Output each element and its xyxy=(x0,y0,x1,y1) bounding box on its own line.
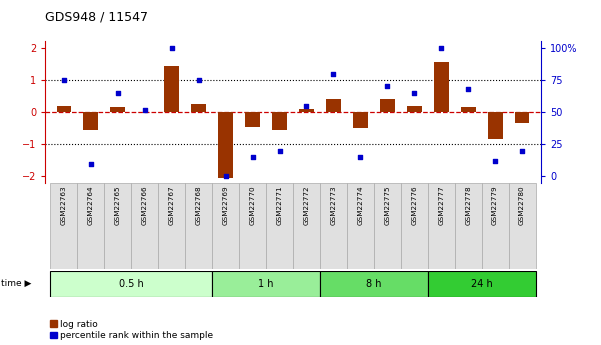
Legend: log ratio, percentile rank within the sample: log ratio, percentile rank within the sa… xyxy=(50,320,213,341)
Point xyxy=(382,83,392,89)
Text: GSM22764: GSM22764 xyxy=(88,186,94,225)
Bar xyxy=(487,112,502,139)
Bar xyxy=(50,271,212,297)
Bar xyxy=(131,183,158,269)
Point xyxy=(463,86,473,92)
Bar xyxy=(481,183,508,269)
Bar xyxy=(191,104,206,112)
Bar xyxy=(239,183,266,269)
Point xyxy=(409,90,419,96)
Bar xyxy=(185,183,212,269)
Text: GSM22778: GSM22778 xyxy=(465,186,471,225)
Point xyxy=(194,77,204,83)
Bar xyxy=(84,112,99,130)
Point xyxy=(302,103,311,108)
Bar xyxy=(105,183,131,269)
Bar xyxy=(401,183,428,269)
Bar xyxy=(212,271,320,297)
Bar xyxy=(407,106,422,112)
Point xyxy=(356,154,365,160)
Bar xyxy=(245,112,260,127)
Bar xyxy=(508,183,535,269)
Text: GSM22780: GSM22780 xyxy=(519,186,525,225)
Bar xyxy=(428,183,455,269)
Point xyxy=(517,148,527,154)
Text: GSM22767: GSM22767 xyxy=(169,186,175,225)
Bar xyxy=(347,183,374,269)
Bar xyxy=(434,62,448,112)
Text: GSM22779: GSM22779 xyxy=(492,186,498,225)
Text: GSM22769: GSM22769 xyxy=(222,186,228,225)
Bar xyxy=(50,183,78,269)
Text: GSM22772: GSM22772 xyxy=(304,186,310,225)
Point xyxy=(113,90,123,96)
Bar xyxy=(212,183,239,269)
Point xyxy=(248,154,257,160)
Bar xyxy=(111,107,125,112)
Text: GSM22775: GSM22775 xyxy=(384,186,390,225)
Point xyxy=(275,148,284,154)
Text: GSM22774: GSM22774 xyxy=(358,186,364,225)
Point xyxy=(436,45,446,51)
Bar xyxy=(380,99,395,112)
Bar xyxy=(461,107,475,112)
Text: GSM22765: GSM22765 xyxy=(115,186,121,225)
Text: GSM22773: GSM22773 xyxy=(331,186,337,225)
Text: time ▶: time ▶ xyxy=(1,279,31,288)
Bar xyxy=(78,183,105,269)
Bar xyxy=(158,183,185,269)
Point xyxy=(221,174,230,179)
Text: GSM22770: GSM22770 xyxy=(249,186,255,225)
Bar xyxy=(266,183,293,269)
Bar xyxy=(293,183,320,269)
Bar xyxy=(320,271,428,297)
Point xyxy=(59,77,69,83)
Text: GSM22771: GSM22771 xyxy=(276,186,282,225)
Text: 0.5 h: 0.5 h xyxy=(119,279,144,289)
Text: GSM22776: GSM22776 xyxy=(411,186,417,225)
Bar xyxy=(374,183,401,269)
Point xyxy=(329,71,338,76)
Point xyxy=(167,45,177,51)
Bar xyxy=(326,99,341,112)
Text: GSM22768: GSM22768 xyxy=(196,186,202,225)
Bar xyxy=(299,109,314,112)
Text: GSM22763: GSM22763 xyxy=(61,186,67,225)
Point xyxy=(86,161,96,166)
Text: GSM22777: GSM22777 xyxy=(438,186,444,225)
Bar xyxy=(353,112,368,128)
Text: 24 h: 24 h xyxy=(471,279,492,289)
Text: 1 h: 1 h xyxy=(258,279,274,289)
Bar xyxy=(164,66,179,112)
Point xyxy=(140,107,150,112)
Bar xyxy=(218,112,233,178)
Text: GSM22766: GSM22766 xyxy=(142,186,148,225)
Bar xyxy=(455,183,481,269)
Bar xyxy=(320,183,347,269)
Text: 8 h: 8 h xyxy=(366,279,382,289)
Bar xyxy=(428,271,535,297)
Bar xyxy=(514,112,529,124)
Bar xyxy=(56,106,72,112)
Text: GDS948 / 11547: GDS948 / 11547 xyxy=(45,10,148,23)
Bar xyxy=(272,112,287,130)
Point xyxy=(490,158,500,164)
